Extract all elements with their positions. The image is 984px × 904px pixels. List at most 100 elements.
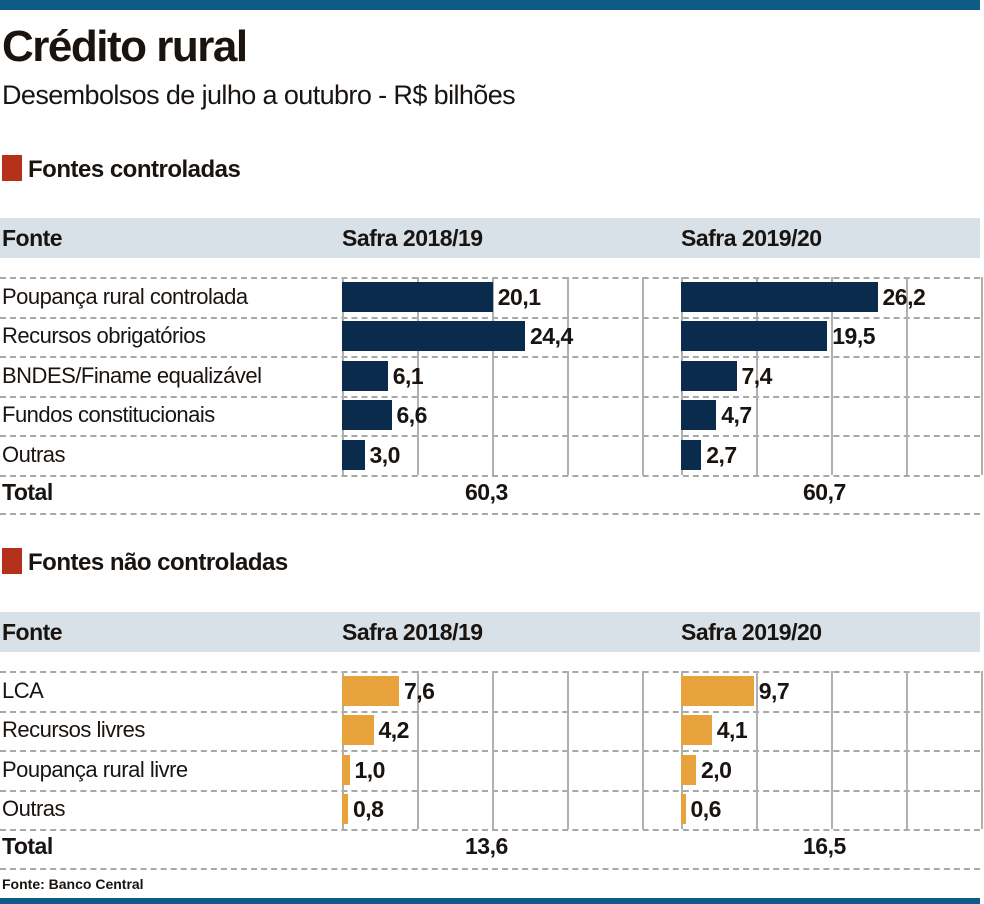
bar <box>342 400 392 431</box>
bar <box>681 321 828 352</box>
row-label: BNDES/Finame equalizável <box>2 362 262 388</box>
bar <box>681 754 696 785</box>
row-label: LCA <box>2 677 44 703</box>
bar-value-label: 7,4 <box>741 362 773 389</box>
bar-value-label: 6,6 <box>396 402 428 429</box>
bar <box>681 400 717 431</box>
bar-value-label: 4,1 <box>716 717 748 744</box>
bar <box>342 715 374 746</box>
bar-value-label: 3,0 <box>369 441 401 468</box>
grid-line-vertical <box>342 671 344 829</box>
row-label: Outras <box>2 441 66 467</box>
bar-value-label: 0,6 <box>690 796 722 823</box>
bar-value-label: 2,7 <box>706 441 737 468</box>
section-title-text: Fontes não controladas <box>28 549 288 576</box>
total-label: Total <box>2 478 53 505</box>
top-accent-bar <box>0 0 980 10</box>
bar-value-label: 6,1 <box>392 362 424 389</box>
grid-line-horizontal <box>0 671 980 673</box>
bar-value-label: 9,7 <box>758 677 790 704</box>
total-divider-line <box>0 513 980 515</box>
grid-line-horizontal <box>0 277 980 279</box>
grid-line-horizontal <box>0 829 980 831</box>
grid-line-vertical <box>756 671 758 829</box>
bar <box>342 794 348 825</box>
bar <box>342 754 350 785</box>
bar-value-label: 0,8 <box>353 796 384 823</box>
bar <box>342 439 365 470</box>
grid-line-vertical <box>981 277 983 475</box>
grid-line-vertical <box>567 277 569 475</box>
bar-value-label: 7,6 <box>404 677 435 704</box>
total-value: 60,7 <box>803 478 846 505</box>
grid-line-horizontal <box>0 435 980 437</box>
bar <box>681 794 686 825</box>
bar-value-label: 24,4 <box>530 323 573 350</box>
bar-value-label: 1,0 <box>354 756 386 783</box>
grid-line-vertical <box>492 671 494 829</box>
chart-subtitle: Desembolsos de julho a outubro - R$ bilh… <box>2 80 516 110</box>
grid-line-vertical <box>681 671 683 829</box>
total-value: 60,3 <box>465 478 508 505</box>
bottom-accent-bar <box>0 898 980 904</box>
grid-line-vertical <box>567 671 569 829</box>
bar-value-label: 4,7 <box>721 402 752 429</box>
source-note: Fonte: Banco Central <box>2 876 144 892</box>
row-label: Fundos constitucionais <box>2 402 215 428</box>
grid-line-vertical <box>417 671 419 829</box>
column-header-safra: Safra 2019/20 <box>681 225 822 251</box>
grid-line-horizontal <box>0 710 980 713</box>
column-header-fonte: Fonte <box>2 619 63 645</box>
bar-value-label: 4,2 <box>378 717 410 744</box>
bar <box>342 360 388 391</box>
total-divider-line <box>0 867 980 870</box>
row-label: Poupança rural controlada <box>2 283 248 309</box>
total-value: 16,5 <box>803 833 846 859</box>
bar-value-label: 19,5 <box>832 323 876 350</box>
grid-line-vertical <box>417 277 419 475</box>
column-header-safra: Safra 2019/20 <box>681 619 822 645</box>
grid-line-vertical <box>831 277 833 475</box>
grid-line-horizontal <box>0 316 980 319</box>
column-header-safra: Safra 2018/19 <box>342 225 483 251</box>
bar <box>681 675 754 706</box>
section-title: Fontes não controladas <box>2 548 288 577</box>
bar <box>681 715 712 746</box>
bar-value-label: 2,0 <box>701 756 732 783</box>
section-title: Fontes controladas <box>2 155 241 184</box>
grid-line-vertical <box>831 671 833 829</box>
table-header: Fonte Safra 2018/19 Safra 2019/20 <box>0 218 980 258</box>
row-label: Outras <box>2 796 66 822</box>
grid-line-vertical <box>981 671 983 829</box>
total-value: 13,6 <box>465 833 508 859</box>
grid-line-vertical <box>492 277 494 475</box>
total-label: Total <box>2 833 53 859</box>
bar <box>681 439 702 470</box>
grid-line-horizontal <box>0 474 980 477</box>
grid-line-vertical <box>906 277 908 475</box>
column-header-safra: Safra 2018/19 <box>342 619 483 645</box>
grid-line-vertical <box>906 671 908 829</box>
table-header: Fonte Safra 2018/19 Safra 2019/20 <box>0 612 980 652</box>
section-title-text: Fontes controladas <box>28 156 241 183</box>
bar <box>342 675 399 706</box>
grid-line-horizontal <box>0 395 980 398</box>
row-label: Recursos obrigatórios <box>2 323 206 349</box>
chart-title: Crédito rural <box>2 22 248 71</box>
bar <box>342 281 493 312</box>
grid-line-vertical <box>756 277 758 475</box>
bar <box>681 281 878 312</box>
grid-line-vertical <box>642 277 644 475</box>
row-label: Poupança rural livre <box>2 756 188 782</box>
column-header-fonte: Fonte <box>2 225 63 251</box>
grid-line-horizontal <box>0 356 980 358</box>
grid-line-vertical <box>642 671 644 829</box>
bar <box>342 321 525 352</box>
grid-line-horizontal <box>0 750 980 752</box>
bar <box>681 360 737 391</box>
section-marker-icon <box>2 548 22 574</box>
bar-value-label: 20,1 <box>497 283 541 310</box>
row-label: Recursos livres <box>2 717 145 743</box>
bar-value-label: 26,2 <box>882 283 926 310</box>
